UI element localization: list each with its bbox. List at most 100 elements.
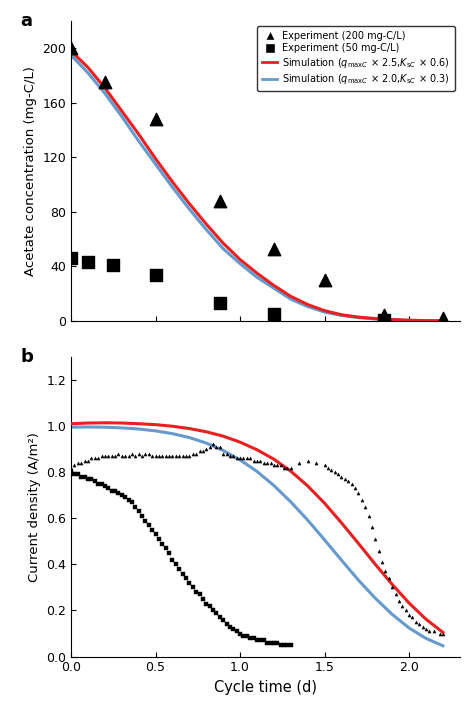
Point [351, 483, 359, 494]
Point [237, 628, 244, 639]
Point [206, 600, 213, 611]
Point [287, 462, 294, 473]
Point [277, 460, 284, 471]
Point [145, 448, 153, 460]
Point [67, 462, 75, 473]
Point [216, 611, 224, 623]
Point [295, 457, 303, 469]
Point [226, 621, 234, 633]
Point [324, 462, 332, 473]
Point [138, 510, 146, 522]
Point [385, 573, 392, 584]
Point [202, 443, 210, 455]
Point [128, 496, 136, 508]
Point [111, 485, 119, 496]
Point [267, 457, 274, 469]
Point [368, 522, 376, 533]
Point [148, 524, 156, 535]
Point [77, 457, 85, 469]
Point [121, 492, 129, 503]
Point [321, 460, 328, 471]
Point [152, 114, 159, 125]
Point [94, 453, 102, 464]
Point [365, 510, 372, 522]
Point [237, 453, 244, 464]
Point [165, 547, 173, 558]
Point [382, 566, 389, 577]
Point [436, 628, 443, 639]
Point [175, 563, 183, 575]
Point [439, 628, 447, 639]
Point [101, 450, 109, 462]
Point [223, 448, 230, 460]
Point [378, 556, 386, 568]
Point [104, 483, 112, 494]
Point [131, 501, 139, 513]
Point [419, 621, 427, 633]
Point [159, 538, 166, 549]
Point [67, 43, 75, 54]
Point [71, 460, 78, 471]
Point [196, 445, 203, 457]
Point [182, 450, 190, 462]
Point [115, 448, 122, 460]
Point [169, 554, 176, 566]
Point [182, 573, 190, 584]
Point [186, 578, 193, 589]
Point [312, 457, 320, 469]
Point [131, 450, 139, 462]
Point [409, 611, 416, 623]
Point [229, 450, 237, 462]
Point [159, 450, 166, 462]
Point [108, 485, 116, 496]
Point [270, 460, 278, 471]
Point [142, 515, 149, 526]
Point [135, 448, 143, 460]
Point [321, 275, 328, 286]
Point [108, 450, 116, 462]
Point [246, 453, 254, 464]
Point [253, 455, 261, 466]
Point [145, 520, 153, 531]
Point [233, 626, 240, 637]
Point [135, 505, 143, 517]
Y-axis label: Current density (A/m²): Current density (A/m²) [27, 432, 41, 582]
Point [67, 253, 75, 264]
Point [250, 455, 257, 466]
Point [240, 630, 247, 642]
Point [402, 605, 410, 616]
Point [264, 637, 271, 648]
Point [199, 445, 207, 457]
Point [186, 450, 193, 462]
Point [77, 471, 85, 482]
Point [250, 633, 257, 644]
Point [273, 637, 281, 648]
Y-axis label: Acetate concentration (mg-C/L): Acetate concentration (mg-C/L) [24, 66, 37, 276]
Point [328, 464, 335, 475]
Point [175, 450, 183, 462]
Point [81, 455, 89, 466]
Point [380, 314, 388, 325]
Point [243, 453, 251, 464]
Point [216, 441, 224, 453]
Point [148, 450, 156, 462]
Point [88, 453, 95, 464]
Point [209, 439, 217, 450]
Point [226, 450, 234, 462]
Point [219, 614, 227, 626]
Point [111, 450, 119, 462]
Point [392, 589, 400, 600]
Point [155, 450, 163, 462]
Point [216, 297, 224, 309]
Point [88, 474, 95, 485]
Point [189, 448, 197, 460]
Point [337, 471, 345, 482]
Point [138, 450, 146, 462]
Point [118, 450, 126, 462]
Point [233, 453, 240, 464]
Point [283, 640, 291, 651]
Point [348, 478, 356, 489]
Point [380, 310, 388, 321]
Point [253, 635, 261, 646]
Point [358, 494, 365, 505]
